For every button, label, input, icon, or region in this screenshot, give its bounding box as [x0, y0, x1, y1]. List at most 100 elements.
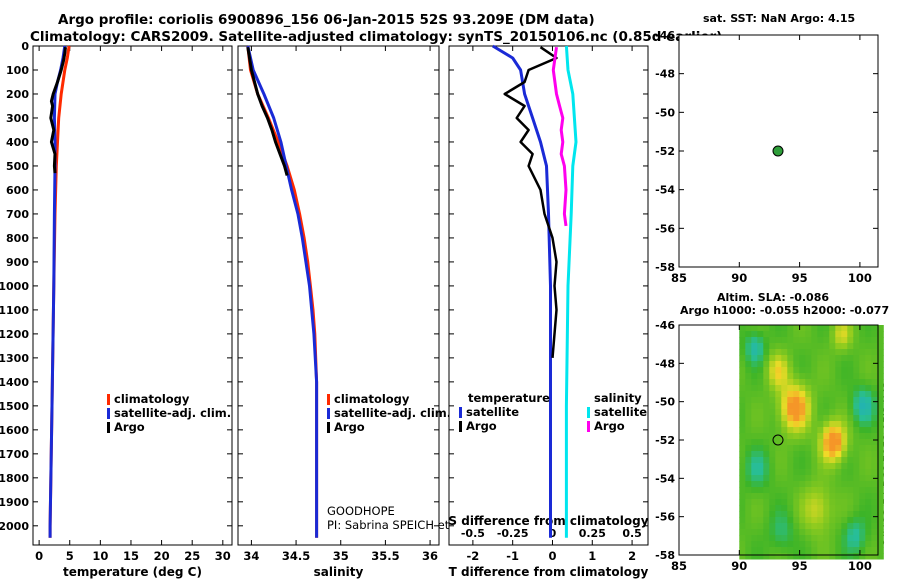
sla-cell — [775, 451, 782, 458]
sla-cell — [853, 493, 860, 500]
sla-cell — [799, 493, 806, 500]
sla-cell — [763, 343, 770, 350]
sla-cell — [811, 427, 818, 434]
sla-cell — [811, 343, 818, 350]
sla-cell — [799, 385, 806, 392]
sla-cell — [769, 331, 776, 338]
sla-cell — [805, 547, 812, 554]
sla-cell — [751, 541, 758, 548]
sla-cell — [829, 343, 836, 350]
sla-cell — [745, 343, 752, 350]
series-line-satellite-adj-clim — [246, 45, 319, 538]
sla-cell — [823, 397, 830, 404]
x-tick-label: 90 — [731, 559, 747, 573]
sla-cell — [781, 445, 788, 452]
sla-cell — [751, 517, 758, 524]
sla-cell — [811, 331, 818, 338]
y-tick-label: -54 — [655, 472, 675, 485]
sla-cell — [829, 505, 836, 512]
sla-cell — [811, 439, 818, 446]
sla-cell — [739, 445, 746, 452]
sla-cell — [787, 409, 794, 416]
y-tick-label: -50 — [655, 106, 675, 119]
sla-cell — [775, 361, 782, 368]
sla-cell — [805, 343, 812, 350]
sla-cell — [793, 367, 800, 374]
sla-cell — [739, 355, 746, 362]
y-tick-label: 700 — [6, 208, 29, 221]
sla-cell — [877, 451, 884, 458]
sla-cell — [829, 469, 836, 476]
sla-cell — [769, 349, 776, 356]
sla-cell — [799, 349, 806, 356]
legend-label-satellite-adj-clim: satellite-adj. clim. — [114, 406, 231, 420]
y-tick-label: 1900 — [0, 496, 29, 509]
sla-cell — [829, 373, 836, 380]
sla-cell — [865, 547, 872, 554]
legend-label-argo: Argo — [114, 420, 145, 434]
sla-cell — [871, 445, 878, 452]
sla-cell — [781, 511, 788, 518]
sla-cell — [799, 445, 806, 452]
sla-cell — [877, 373, 884, 380]
s-axis-title: S difference from climatology — [448, 514, 648, 528]
sla-cell — [781, 427, 788, 434]
sla-cell — [841, 367, 848, 374]
sla-cell — [787, 421, 794, 428]
series-line-argo — [246, 46, 289, 176]
sla-cell — [835, 523, 842, 530]
sla-cell — [811, 367, 818, 374]
sla-cell — [763, 403, 770, 410]
sla-cell — [841, 373, 848, 380]
sla-cell — [817, 511, 824, 518]
sla-cell — [835, 529, 842, 536]
sla-cell — [793, 397, 800, 404]
sla-cell — [859, 337, 866, 344]
sla-cell — [769, 469, 776, 476]
sla-cell — [853, 349, 860, 356]
sla-cell — [871, 553, 878, 560]
s-tick-label: 0.25 — [579, 527, 606, 540]
sla-cell — [805, 475, 812, 482]
sla-cell — [823, 499, 830, 506]
sla-cell — [787, 343, 794, 350]
x-tick-label: 0 — [548, 549, 556, 563]
sla-cell — [757, 511, 764, 518]
sla-cell — [805, 337, 812, 344]
sla-cell — [817, 403, 824, 410]
sla-cell — [835, 481, 842, 488]
sla-cell — [847, 529, 854, 536]
sla-cell — [811, 361, 818, 368]
y-tick-label: 1100 — [0, 304, 29, 317]
sla-cell — [871, 517, 878, 524]
sla-cell — [829, 541, 836, 548]
sla-cell — [823, 361, 830, 368]
sla-cell — [745, 535, 752, 542]
sla-cell — [787, 373, 794, 380]
sla-cell — [835, 331, 842, 338]
sla-cell — [781, 367, 788, 374]
sla-cell — [877, 529, 884, 536]
y-tick-label: 1000 — [0, 280, 29, 293]
sla-cell — [811, 379, 818, 386]
sla-cell — [745, 493, 752, 500]
sla-cell — [817, 499, 824, 506]
sla-cell — [847, 421, 854, 428]
y-tick-label: 1600 — [0, 424, 29, 437]
sla-cell — [745, 391, 752, 398]
sst-map-title: sat. SST: NaN Argo: 4.15 — [703, 12, 856, 25]
series-line-salinity-satellite — [564, 45, 578, 538]
sla-cell — [847, 385, 854, 392]
sla-cell — [775, 553, 782, 560]
sla-cell — [739, 325, 746, 332]
sla-cell — [847, 397, 854, 404]
sla-cell — [877, 475, 884, 482]
legend-swatch-satellite-adj-clim — [327, 408, 330, 419]
sla-cell — [853, 337, 860, 344]
sla-cell — [823, 391, 830, 398]
sla-cell — [799, 547, 806, 554]
sla-cell — [859, 355, 866, 362]
sla-cell — [775, 457, 782, 464]
sla-cell — [865, 451, 872, 458]
sla-cell — [823, 493, 830, 500]
